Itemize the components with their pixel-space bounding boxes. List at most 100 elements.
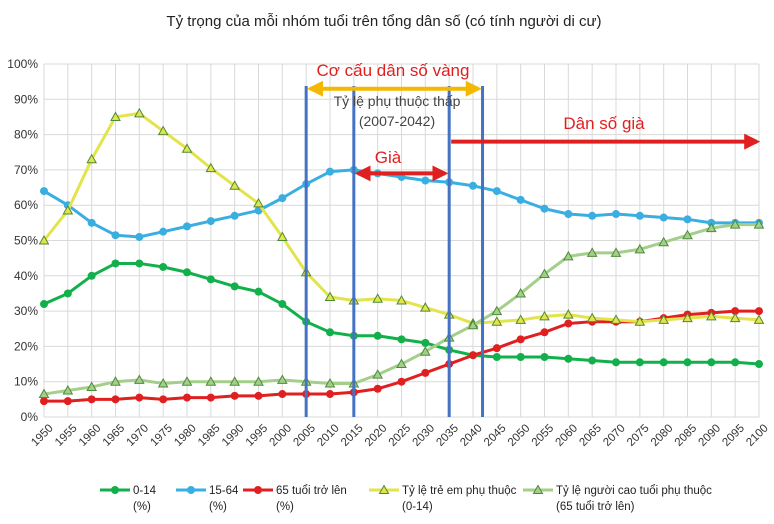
- data-point: [658, 314, 670, 324]
- data-point: [659, 358, 668, 367]
- data-point: [110, 376, 121, 386]
- x-tick-label: 2085: [673, 422, 700, 449]
- x-tick-label: 2060: [554, 422, 581, 449]
- data-point: [682, 312, 693, 323]
- data-point: [372, 293, 384, 303]
- x-tick-label: 2005: [291, 422, 318, 449]
- data-point: [419, 346, 431, 356]
- data-point: [159, 227, 168, 236]
- data-point: [635, 358, 644, 367]
- data-point: [40, 397, 48, 406]
- series-5: [38, 219, 765, 399]
- data-point: [586, 247, 598, 257]
- legend-label: 65 tuổi trở lên: [276, 485, 347, 497]
- data-point: [658, 236, 670, 247]
- legend-label: 15-64: [209, 485, 239, 497]
- data-point: [707, 358, 716, 367]
- data-point: [753, 314, 765, 324]
- data-point: [324, 291, 336, 301]
- data-point: [683, 215, 692, 224]
- data-point: [539, 310, 550, 321]
- data-point: [326, 167, 334, 176]
- data-point: [419, 302, 431, 312]
- data-point: [659, 213, 668, 222]
- data-point: [586, 312, 598, 323]
- data-point: [230, 391, 239, 400]
- x-axis-ticks: 1950195519601965197019751980198519901995…: [29, 422, 771, 449]
- data-point: [562, 309, 574, 319]
- x-tick-label: 2090: [697, 422, 724, 449]
- x-tick-label: 1955: [53, 422, 80, 449]
- data-point: [230, 282, 239, 291]
- data-point: [326, 390, 334, 399]
- data-point: [372, 369, 384, 379]
- data-point: [278, 390, 287, 399]
- data-point: [397, 335, 406, 344]
- data-point: [540, 204, 549, 213]
- data-point: [515, 287, 527, 298]
- legend-item-4: Tỷ lệ trẻ em phụ thuộc (0-14): [369, 484, 517, 513]
- data-point: [516, 335, 525, 344]
- data-point: [206, 275, 215, 284]
- data-point: [682, 229, 693, 240]
- x-tick-label: 1970: [125, 422, 152, 449]
- legend-label: Tỷ lệ trẻ em phụ thuộc: [402, 485, 517, 497]
- x-tick-label: 2055: [530, 422, 557, 449]
- x-tick-label: 1995: [244, 422, 271, 449]
- data-point: [38, 388, 50, 399]
- annotation-golden-structure: Cơ cấu dân số vàng: [317, 61, 470, 80]
- y-tick-label: 30%: [14, 304, 38, 318]
- data-point: [731, 358, 740, 367]
- data-point: [492, 344, 501, 353]
- data-point: [135, 259, 144, 268]
- data-point: [253, 376, 264, 386]
- y-tick-label: 80%: [14, 128, 38, 142]
- data-point: [634, 243, 646, 254]
- data-point: [62, 204, 74, 215]
- data-point: [183, 222, 191, 231]
- x-tick-label: 2070: [601, 422, 628, 449]
- data-point: [705, 310, 717, 321]
- data-point: [206, 217, 215, 226]
- x-tick-label: 2000: [268, 422, 295, 449]
- data-point: [40, 187, 48, 196]
- x-tick-label: 1975: [148, 422, 175, 449]
- data-point: [111, 259, 120, 268]
- data-point: [276, 374, 288, 384]
- data-point: [469, 181, 477, 190]
- data-point: [540, 328, 549, 337]
- data-point: [612, 210, 620, 219]
- legend-swatch-marker: [254, 486, 262, 494]
- x-tick-label: 2095: [720, 422, 747, 449]
- x-tick-label: 1965: [101, 422, 128, 449]
- data-point: [181, 376, 193, 386]
- x-tick-label: 1950: [29, 422, 56, 449]
- data-point: [253, 197, 264, 208]
- legend-label-line2: (65 tuổi trở lên): [556, 501, 635, 513]
- legend-label-line2: (0-14): [402, 501, 433, 513]
- data-point: [206, 393, 215, 402]
- y-tick-label: 40%: [14, 269, 38, 283]
- legend: 0-14 (%) 15-64 (%) 65 tuổi trở lên (%) Tỷ lệ t…: [100, 484, 712, 513]
- chart-title: Tỷ trọng của mỗi nhóm tuổi trên tổng dân…: [166, 13, 601, 30]
- y-tick-label: 0%: [21, 410, 39, 424]
- data-point: [111, 395, 120, 404]
- data-point: [421, 338, 430, 347]
- data-point: [564, 210, 573, 219]
- data-point: [564, 354, 573, 363]
- data-point: [157, 377, 169, 388]
- data-point: [610, 247, 622, 257]
- x-tick-label: 2040: [458, 422, 485, 449]
- legend-item-3: 65 tuổi trở lên (%): [243, 485, 347, 513]
- data-point: [87, 218, 96, 227]
- y-tick-label: 60%: [14, 198, 38, 212]
- y-axis-ticks: 0% 10% 20% 30% 40% 50% 60% 70% 80% 90% 100%: [7, 57, 38, 424]
- data-point: [86, 153, 98, 164]
- data-point: [755, 307, 763, 316]
- x-tick-label: 2030: [411, 422, 438, 449]
- data-point: [396, 358, 407, 369]
- annotation-period: (2007-2042): [359, 113, 435, 129]
- data-point: [588, 211, 597, 220]
- data-point: [63, 397, 72, 406]
- x-tick-label: 2020: [363, 422, 390, 449]
